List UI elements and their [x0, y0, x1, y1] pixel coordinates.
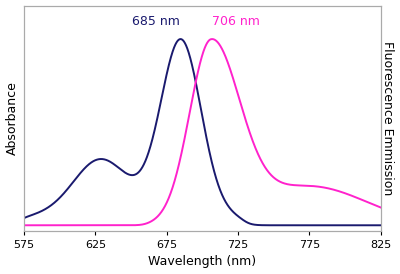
- Text: 706 nm: 706 nm: [212, 15, 260, 28]
- Text: 685 nm: 685 nm: [132, 15, 180, 28]
- X-axis label: Wavelength (nm): Wavelength (nm): [148, 255, 256, 269]
- Y-axis label: Fluorescence Emmission: Fluorescence Emmission: [382, 41, 394, 195]
- Y-axis label: Absorbance: Absorbance: [6, 81, 18, 155]
